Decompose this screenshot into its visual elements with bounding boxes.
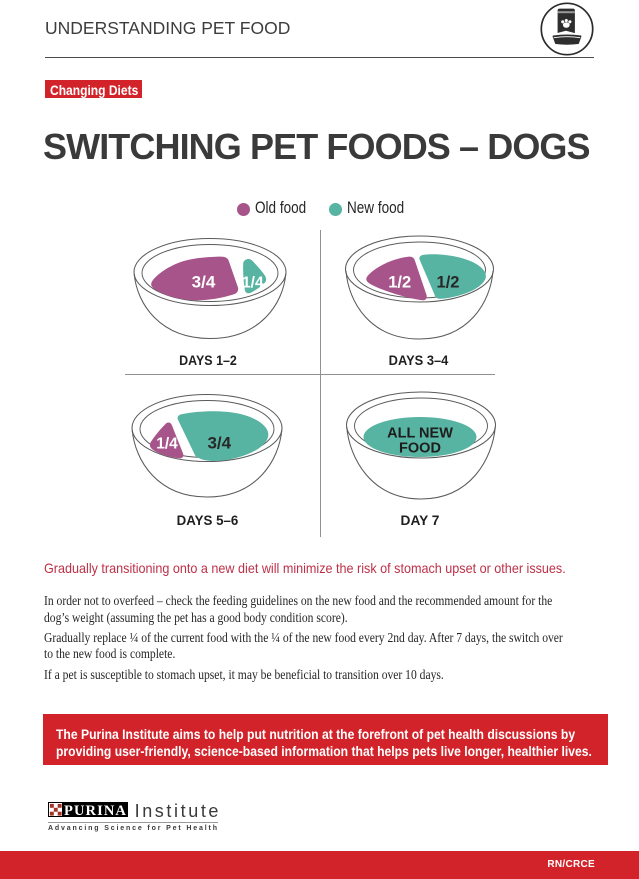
svg-text:FOOD: FOOD	[399, 440, 441, 456]
svg-text:3/4: 3/4	[192, 273, 216, 292]
svg-text:1/2: 1/2	[388, 274, 411, 292]
svg-text:ALL NEW: ALL NEW	[387, 426, 453, 442]
svg-text:3/4: 3/4	[207, 434, 231, 453]
svg-text:1/4: 1/4	[156, 436, 178, 453]
svg-text:1/4: 1/4	[242, 275, 264, 292]
svg-text:1/2: 1/2	[437, 274, 460, 292]
